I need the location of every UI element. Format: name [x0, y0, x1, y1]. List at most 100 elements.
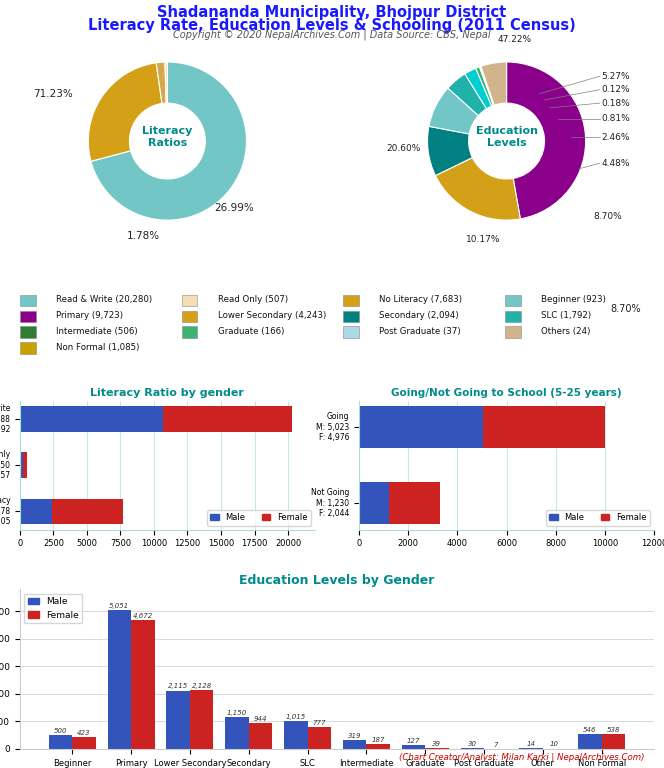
Bar: [131, 621, 155, 749]
Wedge shape: [428, 126, 472, 176]
Text: 26.99%: 26.99%: [214, 204, 254, 214]
Bar: [72, 737, 96, 749]
Text: 30: 30: [467, 741, 477, 746]
Bar: [20, 310, 36, 323]
Text: 423: 423: [77, 730, 91, 736]
Text: Education
Levels: Education Levels: [475, 126, 538, 148]
Title: Literacy Ratio by gender: Literacy Ratio by gender: [90, 389, 244, 399]
Text: 5.27%: 5.27%: [602, 71, 630, 81]
Bar: [389, 482, 440, 524]
Text: 20.60%: 20.60%: [386, 144, 421, 154]
Legend: Male, Female: Male, Female: [546, 510, 650, 525]
Bar: [163, 406, 291, 432]
Bar: [48, 735, 72, 749]
Wedge shape: [165, 62, 167, 103]
Bar: [425, 748, 449, 749]
Text: 8.70%: 8.70%: [611, 304, 641, 314]
Text: 1.78%: 1.78%: [127, 231, 160, 241]
Text: 2.46%: 2.46%: [602, 133, 630, 141]
Bar: [307, 727, 331, 749]
Text: 14: 14: [527, 741, 536, 747]
Bar: [182, 326, 197, 338]
Text: 10.17%: 10.17%: [465, 235, 500, 244]
Text: 538: 538: [607, 727, 620, 733]
Bar: [20, 452, 23, 478]
Bar: [182, 310, 197, 323]
Bar: [367, 743, 390, 749]
Text: 1,150: 1,150: [227, 710, 247, 716]
Text: (Chart Creator/Analyst: Milan Karki | NepalArchives.Com): (Chart Creator/Analyst: Milan Karki | Ne…: [398, 753, 644, 762]
Wedge shape: [475, 67, 493, 106]
Text: 0.18%: 0.18%: [602, 98, 630, 108]
Text: Non Formal (1,085): Non Formal (1,085): [56, 343, 139, 352]
Text: Shadananda Municipality, Bhojpur District: Shadananda Municipality, Bhojpur Distric…: [157, 5, 507, 21]
Bar: [20, 498, 52, 524]
Bar: [20, 343, 36, 354]
Text: 8.70%: 8.70%: [594, 212, 622, 220]
Text: Post Graduate (37): Post Graduate (37): [379, 327, 461, 336]
Text: 0.12%: 0.12%: [602, 85, 630, 94]
Bar: [343, 326, 359, 338]
Wedge shape: [436, 157, 521, 220]
Bar: [190, 690, 213, 749]
Text: Read & Write (20,280): Read & Write (20,280): [56, 295, 152, 304]
Legend: Male, Female: Male, Female: [207, 510, 311, 525]
Legend: Male, Female: Male, Female: [25, 594, 82, 624]
Bar: [52, 498, 123, 524]
Text: Others (24): Others (24): [541, 327, 590, 336]
Text: Copyright © 2020 NepalArchives.Com | Data Source: CBS, Nepal: Copyright © 2020 NepalArchives.Com | Dat…: [173, 30, 491, 41]
Text: Primary (9,723): Primary (9,723): [56, 311, 123, 320]
Text: Literacy
Ratios: Literacy Ratios: [142, 126, 193, 148]
Text: 7: 7: [493, 742, 498, 747]
Wedge shape: [481, 62, 507, 105]
Bar: [20, 295, 36, 306]
Bar: [505, 310, 521, 323]
Bar: [167, 690, 190, 749]
Wedge shape: [507, 62, 586, 219]
Text: Secondary (2,094): Secondary (2,094): [379, 311, 459, 320]
Bar: [23, 452, 27, 478]
Bar: [20, 406, 163, 432]
Bar: [108, 610, 131, 749]
Text: 10: 10: [550, 741, 559, 747]
Text: 944: 944: [254, 716, 267, 722]
Text: 0.81%: 0.81%: [602, 114, 630, 124]
Wedge shape: [465, 68, 492, 109]
Text: Intermediate (506): Intermediate (506): [56, 327, 137, 336]
Bar: [343, 295, 359, 306]
Text: 127: 127: [407, 738, 420, 744]
Text: Lower Secondary (4,243): Lower Secondary (4,243): [218, 311, 326, 320]
Text: 187: 187: [371, 737, 385, 743]
Text: 2,115: 2,115: [168, 684, 189, 690]
Wedge shape: [156, 62, 166, 104]
Wedge shape: [91, 62, 246, 220]
Text: 4.48%: 4.48%: [602, 159, 630, 167]
Text: Literacy Rate, Education Levels & Schooling (2011 Census): Literacy Rate, Education Levels & School…: [88, 18, 576, 33]
Text: 2,128: 2,128: [191, 683, 212, 689]
Text: 71.23%: 71.23%: [33, 88, 72, 98]
Bar: [505, 326, 521, 338]
Bar: [20, 326, 36, 338]
Wedge shape: [88, 63, 162, 161]
Text: Read Only (507): Read Only (507): [218, 295, 288, 304]
Bar: [402, 745, 425, 749]
Text: 5,051: 5,051: [109, 603, 129, 609]
Wedge shape: [479, 67, 494, 105]
Bar: [359, 482, 389, 524]
Bar: [461, 748, 484, 749]
Text: 500: 500: [54, 728, 67, 734]
Bar: [359, 406, 483, 448]
Text: SLC (1,792): SLC (1,792): [541, 311, 591, 320]
Bar: [343, 310, 359, 323]
Bar: [249, 723, 272, 749]
Text: 4,672: 4,672: [133, 613, 153, 619]
Bar: [284, 721, 307, 749]
Text: Beginner (923): Beginner (923): [541, 295, 606, 304]
Title: Going/Not Going to School (5-25 years): Going/Not Going to School (5-25 years): [391, 389, 622, 399]
Bar: [578, 733, 602, 749]
Text: 546: 546: [583, 727, 597, 733]
Text: 1,015: 1,015: [286, 713, 306, 720]
Bar: [225, 717, 249, 749]
Bar: [343, 740, 367, 749]
Text: 39: 39: [432, 740, 442, 746]
